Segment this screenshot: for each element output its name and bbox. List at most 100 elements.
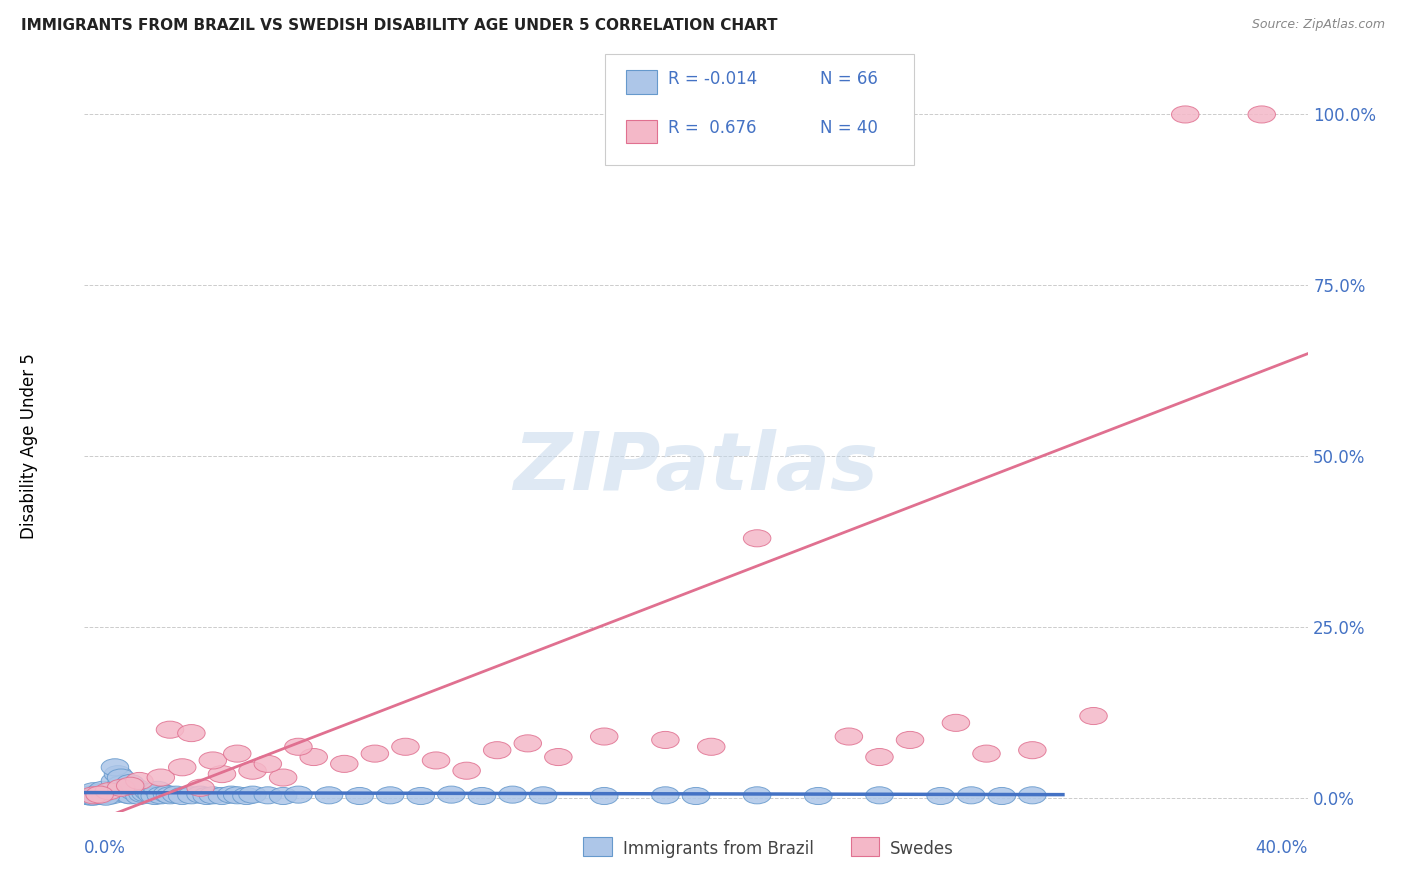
Ellipse shape (148, 787, 174, 804)
Ellipse shape (651, 731, 679, 748)
Ellipse shape (866, 787, 893, 804)
Text: N = 40: N = 40 (820, 119, 877, 136)
Ellipse shape (143, 781, 172, 798)
Ellipse shape (453, 762, 481, 780)
Ellipse shape (224, 787, 252, 804)
Ellipse shape (125, 788, 153, 805)
Ellipse shape (187, 786, 214, 803)
Ellipse shape (169, 759, 195, 776)
Ellipse shape (117, 774, 143, 791)
Ellipse shape (957, 787, 986, 804)
Ellipse shape (75, 786, 103, 803)
Ellipse shape (544, 748, 572, 765)
Ellipse shape (107, 780, 135, 797)
Ellipse shape (77, 789, 104, 805)
Ellipse shape (129, 785, 156, 803)
Ellipse shape (73, 788, 101, 805)
Ellipse shape (284, 739, 312, 756)
Ellipse shape (942, 714, 970, 731)
Ellipse shape (156, 787, 184, 804)
Ellipse shape (1171, 106, 1199, 123)
Ellipse shape (132, 785, 159, 802)
Ellipse shape (835, 728, 863, 745)
Ellipse shape (86, 786, 114, 803)
Ellipse shape (200, 752, 226, 769)
Ellipse shape (148, 769, 174, 786)
Ellipse shape (96, 784, 122, 801)
Ellipse shape (135, 783, 162, 800)
Ellipse shape (177, 724, 205, 741)
Ellipse shape (697, 739, 725, 756)
Ellipse shape (156, 721, 184, 739)
Ellipse shape (515, 735, 541, 752)
Text: ZIPatlas: ZIPatlas (513, 429, 879, 507)
Ellipse shape (110, 784, 138, 801)
Ellipse shape (392, 739, 419, 756)
Ellipse shape (896, 731, 924, 748)
Ellipse shape (315, 787, 343, 804)
Ellipse shape (107, 776, 135, 793)
Ellipse shape (177, 787, 205, 804)
Ellipse shape (361, 745, 388, 762)
Ellipse shape (682, 788, 710, 805)
Ellipse shape (80, 782, 107, 800)
Text: 0.0%: 0.0% (84, 839, 127, 857)
Ellipse shape (270, 769, 297, 786)
Ellipse shape (973, 745, 1000, 762)
Ellipse shape (86, 784, 114, 801)
Text: Immigrants from Brazil: Immigrants from Brazil (623, 840, 814, 858)
Ellipse shape (804, 788, 832, 805)
Text: N = 66: N = 66 (820, 70, 877, 87)
Ellipse shape (254, 787, 281, 804)
Ellipse shape (218, 786, 245, 803)
Ellipse shape (107, 769, 135, 786)
Ellipse shape (138, 786, 166, 803)
Ellipse shape (1080, 707, 1108, 724)
Ellipse shape (193, 788, 221, 805)
Ellipse shape (744, 530, 770, 547)
Ellipse shape (153, 785, 181, 803)
Ellipse shape (117, 787, 143, 804)
Ellipse shape (83, 787, 110, 804)
Ellipse shape (208, 788, 236, 805)
Ellipse shape (91, 789, 120, 805)
Ellipse shape (422, 752, 450, 769)
Ellipse shape (187, 780, 214, 797)
Ellipse shape (406, 788, 434, 805)
Ellipse shape (988, 788, 1015, 805)
Ellipse shape (120, 782, 148, 800)
Ellipse shape (1249, 106, 1275, 123)
Ellipse shape (866, 748, 893, 765)
Ellipse shape (651, 787, 679, 804)
Ellipse shape (141, 788, 169, 805)
Ellipse shape (125, 772, 153, 789)
Ellipse shape (437, 786, 465, 803)
Ellipse shape (104, 765, 132, 782)
Ellipse shape (96, 782, 122, 800)
Ellipse shape (200, 787, 226, 804)
Text: IMMIGRANTS FROM BRAZIL VS SWEDISH DISABILITY AGE UNDER 5 CORRELATION CHART: IMMIGRANTS FROM BRAZIL VS SWEDISH DISABI… (21, 18, 778, 33)
Ellipse shape (224, 745, 252, 762)
Ellipse shape (169, 788, 195, 805)
Ellipse shape (1018, 741, 1046, 759)
Ellipse shape (927, 788, 955, 805)
Text: Disability Age Under 5: Disability Age Under 5 (20, 353, 38, 539)
Text: Swedes: Swedes (890, 840, 953, 858)
Ellipse shape (101, 772, 129, 789)
Ellipse shape (484, 741, 510, 759)
Ellipse shape (284, 786, 312, 803)
Ellipse shape (377, 787, 404, 804)
Ellipse shape (239, 762, 266, 780)
Ellipse shape (117, 777, 143, 794)
Ellipse shape (80, 789, 107, 805)
Ellipse shape (529, 787, 557, 804)
Ellipse shape (80, 787, 107, 804)
Ellipse shape (122, 780, 150, 797)
Text: 40.0%: 40.0% (1256, 839, 1308, 857)
Ellipse shape (330, 756, 359, 772)
Ellipse shape (91, 786, 120, 803)
Text: Source: ZipAtlas.com: Source: ZipAtlas.com (1251, 18, 1385, 31)
Ellipse shape (101, 759, 129, 776)
Ellipse shape (232, 788, 260, 805)
Ellipse shape (114, 786, 141, 803)
